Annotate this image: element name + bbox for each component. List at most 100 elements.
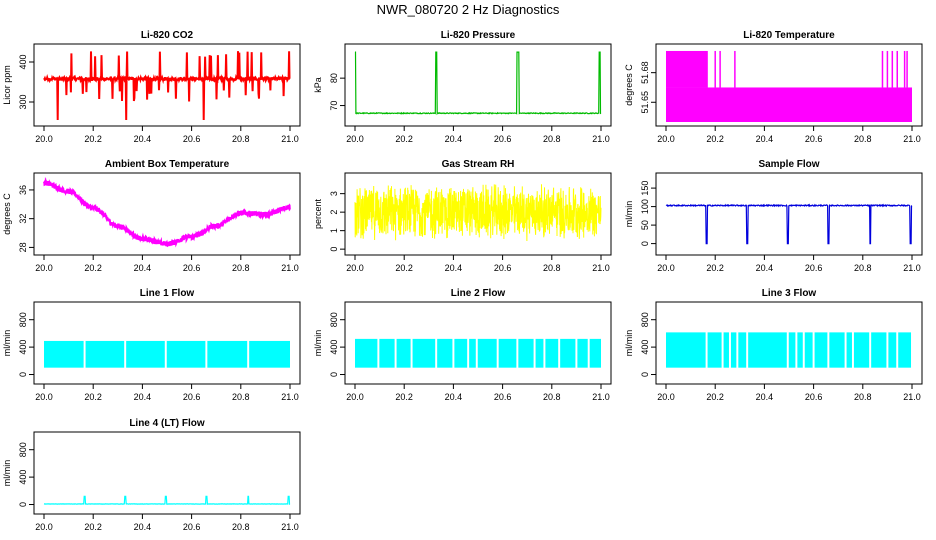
series-line xyxy=(43,495,291,506)
y-tick-label: 0 xyxy=(640,372,650,377)
panel-title-licor-temp: Li-820 Temperature xyxy=(743,30,835,41)
series-band-segment xyxy=(207,340,248,368)
series-band-segment xyxy=(437,338,453,368)
panel-line4: Line 4 (LT) Flow ml/min 20.0 20.2 20.4 20.6 20… xyxy=(2,418,301,532)
panel-line1: Line 1 Flow ml/min 20.0 20.2 20.4 20.6 20.8 21.… xyxy=(2,288,301,402)
y-tick-label: 400 xyxy=(18,340,28,355)
y-tick-label: 51.68 xyxy=(640,61,650,84)
panel-title-line4: Line 4 (LT) Flow xyxy=(129,418,205,429)
x-tick-label: 21.0 xyxy=(903,263,921,273)
x-tick-label: 20.4 xyxy=(445,263,463,273)
x-tick-label: 20.2 xyxy=(84,263,102,273)
series-band-segment xyxy=(888,332,897,368)
plot-frame xyxy=(655,43,923,127)
x-tick-label: 20.4 xyxy=(445,134,463,144)
series-line xyxy=(43,51,291,121)
y-tick-label: 800 xyxy=(329,312,339,327)
panel-box-temp: Ambient Box Temperature degrees C 20.0 20.2… xyxy=(2,159,301,273)
x-tick-label: 20.0 xyxy=(35,263,53,273)
panel-title-line2: Line 2 Flow xyxy=(451,288,506,299)
panel-title-pressure: Li-820 Pressure xyxy=(441,30,516,41)
y-tick-label: 50 xyxy=(640,220,650,230)
series-line xyxy=(354,184,602,242)
series-line xyxy=(43,176,291,248)
series-band-upper xyxy=(666,50,708,88)
x-tick-label: 21.0 xyxy=(903,134,921,144)
y-tick-label: 80 xyxy=(329,73,339,83)
series-band-segment xyxy=(379,338,395,368)
y-axis-label: kPa xyxy=(313,77,323,93)
x-tick-label: 20.0 xyxy=(346,263,364,273)
y-axis-label: percent xyxy=(313,198,323,229)
series-band-segment xyxy=(738,332,747,368)
y-tick-label: 28 xyxy=(18,242,28,252)
x-tick-label: 20.0 xyxy=(35,392,53,402)
panel-pressure: Li-820 Pressure kPa 20.0 20.2 20.4 20.6 20.8 21… xyxy=(313,30,612,144)
x-tick-label: 20.2 xyxy=(706,392,724,402)
y-tick-label: 3 xyxy=(329,191,339,196)
panel-line3: Line 3 Flow ml/min 20.0 20.2 20.4 20.6 20.8 21.… xyxy=(624,288,923,402)
series-band-segment xyxy=(589,338,601,368)
series-band-segment xyxy=(871,332,887,368)
y-tick-label: 100 xyxy=(640,199,650,214)
y-axis-label: ml/min xyxy=(2,460,12,487)
x-tick-label: 21.0 xyxy=(592,392,610,402)
y-axis-label: ml/min xyxy=(313,330,323,357)
x-tick-label: 20.2 xyxy=(84,392,102,402)
series-band-segment xyxy=(804,332,813,368)
series-band-segment xyxy=(560,338,576,368)
y-tick-label: 36 xyxy=(18,185,28,195)
panel-sample-flow: Sample Flow ml/min 20.0 20.2 20.4 20.6 20.8 21.… xyxy=(624,159,923,273)
series-line xyxy=(665,203,913,245)
y-tick-label: 0 xyxy=(18,502,28,507)
series-band-segment xyxy=(44,340,84,368)
x-tick-label: 20.2 xyxy=(84,134,102,144)
plot-frame xyxy=(344,172,612,256)
series-band-segment xyxy=(730,332,737,368)
x-tick-label: 21.0 xyxy=(281,134,299,144)
panel-title-box-temp: Ambient Box Temperature xyxy=(105,159,230,170)
x-tick-label: 20.8 xyxy=(543,263,561,273)
x-tick-label: 21.0 xyxy=(592,134,610,144)
x-tick-label: 20.0 xyxy=(657,263,675,273)
plot-frame xyxy=(33,301,301,385)
y-tick-label: 2 xyxy=(329,210,339,215)
y-tick-label: 0 xyxy=(329,372,339,377)
y-tick-label: 0 xyxy=(18,372,28,377)
y-tick-label: 800 xyxy=(640,312,650,327)
y-tick-label: 150 xyxy=(640,181,650,196)
y-tick-label: 0 xyxy=(329,247,339,252)
panel-title-sample-flow: Sample Flow xyxy=(758,159,819,170)
series-band-segment xyxy=(577,338,588,368)
plot-frame xyxy=(33,172,301,256)
x-tick-label: 20.2 xyxy=(84,522,102,532)
x-tick-label: 20.4 xyxy=(134,263,152,273)
x-tick-label: 21.0 xyxy=(281,392,299,402)
series-band-segment xyxy=(797,332,803,368)
x-tick-label: 20.8 xyxy=(232,263,250,273)
y-tick-label: 32 xyxy=(18,214,28,224)
x-tick-label: 20.0 xyxy=(346,392,364,402)
x-tick-label: 20.6 xyxy=(183,392,201,402)
x-tick-label: 20.8 xyxy=(232,522,250,532)
x-tick-label: 21.0 xyxy=(281,522,299,532)
x-tick-label: 20.0 xyxy=(35,522,53,532)
x-tick-label: 20.6 xyxy=(805,263,823,273)
x-tick-label: 21.0 xyxy=(903,392,921,402)
x-tick-label: 20.6 xyxy=(183,134,201,144)
series-band-segment xyxy=(166,340,206,368)
series-band-segment xyxy=(535,338,544,368)
series-band-segment xyxy=(788,332,796,368)
series-band-segment xyxy=(126,340,165,368)
panel-title-line3: Line 3 Flow xyxy=(762,288,817,299)
y-tick-label: 51.65 xyxy=(640,91,650,114)
y-axis-label: ml/min xyxy=(2,330,12,357)
page-title: NWR_080720 2 Hz Diagnostics xyxy=(377,2,560,17)
y-tick-label: 300 xyxy=(18,94,28,109)
x-tick-label: 20.8 xyxy=(232,392,250,402)
x-tick-label: 20.4 xyxy=(756,392,774,402)
panel-licor-temp: Li-820 Temperature degrees C 20.0 20.2 20.4 2… xyxy=(624,30,923,144)
series-band-segment xyxy=(249,340,290,368)
y-tick-label: 400 xyxy=(329,340,339,355)
x-tick-label: 20.2 xyxy=(395,263,413,273)
